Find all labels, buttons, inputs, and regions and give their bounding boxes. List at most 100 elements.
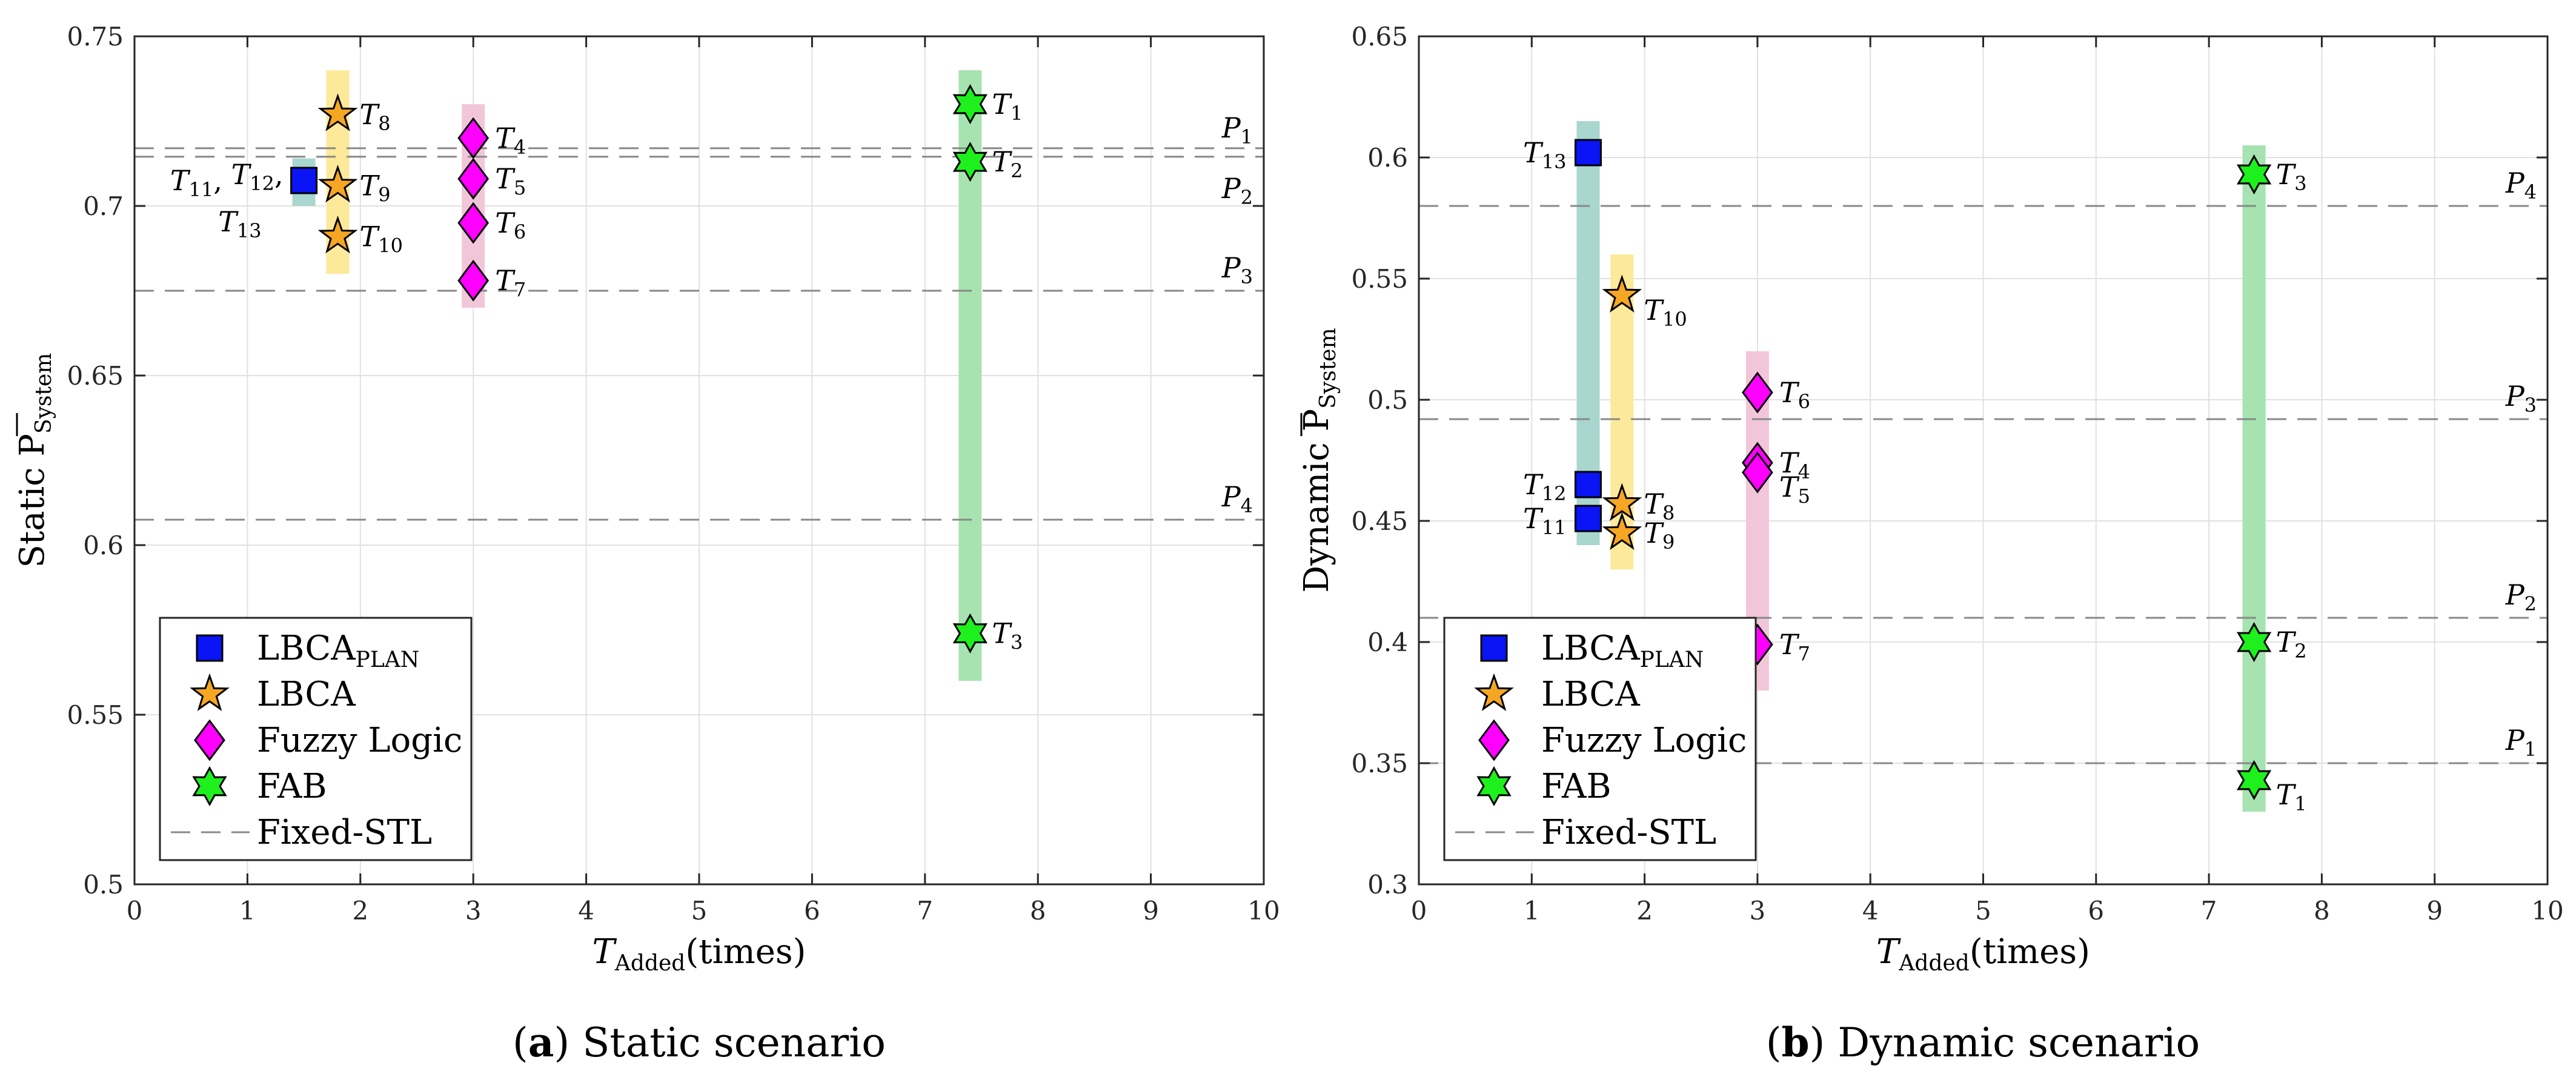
dynamic-point-lbca_plan-13 [1574, 139, 1602, 167]
dynamic-point-label-T8: T8 [1644, 488, 1675, 525]
dynamic-ytick-label-2: 0.4 [1367, 628, 1408, 657]
static-group-label-T11-T12: T11, T12, [170, 158, 284, 201]
static-point-fuzzy-4 [457, 117, 490, 159]
static-point-fuzzy-7 [457, 259, 490, 302]
static-legend-marker-fab [192, 766, 227, 807]
static-legend-label-lbca: LBCA [257, 675, 356, 714]
dynamic-xtick-label-0: 0 [1411, 896, 1427, 926]
dynamic-fixed-stl-label-3: P3 [2505, 380, 2537, 417]
dynamic-point-label-T11: T11 [1523, 502, 1566, 539]
dynamic-point-lbca-10 [1602, 274, 1642, 313]
dynamic-point-label-T9: T9 [1644, 517, 1675, 554]
dynamic-point-lbca-8 [1602, 483, 1642, 522]
static-xtick-label-4: 4 [578, 896, 594, 926]
static-legend-marker-fuzzy [194, 719, 225, 761]
static-ytick-label-2: 0.6 [83, 531, 124, 560]
dynamic-legend-marker-lbca_plan [1480, 634, 1508, 662]
static-ytick-label-3: 0.65 [67, 361, 124, 391]
dynamic-caption: (b) Dynamic scenario [1766, 1019, 2200, 1066]
dynamic-ytick-label-3: 0.45 [1351, 506, 1408, 536]
static-ytick-label-4: 0.7 [83, 191, 124, 221]
static-xtick-label-8: 8 [1030, 896, 1046, 926]
dynamic-ytick-label-6: 0.6 [1367, 143, 1408, 173]
static-point-label-T4: T4 [495, 122, 526, 159]
dynamic-ytick-label-7: 0.65 [1351, 22, 1408, 51]
dynamic-point-lbca_plan-12 [1574, 471, 1602, 498]
dynamic-point-lbca_plan-11 [1574, 505, 1602, 532]
static-caption: (a) Static scenario [513, 1019, 886, 1066]
dynamic-legend-label-fuzzy: Fuzzy Logic [1541, 721, 1747, 760]
static-ylabel: Static PSystem [13, 353, 56, 568]
static-scenario-chart: P1 P2 P3 P4 0 1 2 3 4 5 6 7 8 9 10 0.5 0.55 0.6 0.65 0.7 0.7… [13, 22, 1280, 1066]
dynamic-xtick-label-10: 10 [2531, 896, 2563, 926]
dynamic-xlabel: TAdded(times) [1876, 932, 2090, 976]
static-point-fab-3 [952, 613, 988, 654]
static-point-label-T2: T2 [992, 145, 1023, 182]
static-point-lbca-10 [317, 215, 358, 254]
static-point-label-T10: T10 [360, 220, 403, 257]
static-group-label-T13: T13 [218, 205, 261, 242]
static-point-label-T6: T6 [495, 207, 526, 243]
static-ytick-label-0: 0.5 [83, 870, 124, 899]
static-point-fab-2 [952, 142, 988, 182]
static-xtick-label-9: 9 [1143, 896, 1159, 926]
dynamic-legend-label-fab: FAB [1541, 767, 1612, 806]
dynamic-point-label-T3: T3 [2276, 158, 2307, 195]
static-point-label-T1: T1 [992, 88, 1023, 125]
static-legend-label-lbca_plan: LBCAPLAN [257, 629, 419, 672]
dynamic-point-label-T1: T1 [2276, 778, 2307, 815]
static-point-fuzzy-5 [457, 157, 490, 200]
static-fixed-stl-label-3: P3 [1221, 251, 1253, 288]
static-legend-marker-lbca [190, 673, 230, 712]
dynamic-ytick-label-5: 0.55 [1351, 264, 1408, 294]
static-fixed-stl-label-1: P1 [1221, 111, 1253, 148]
dynamic-point-fab-3 [2236, 154, 2272, 195]
dynamic-fixed-stl-label-4: P4 [2505, 167, 2537, 204]
dynamic-legend-marker-lbca [1474, 673, 1514, 712]
static-point-label-T7: T7 [495, 264, 526, 301]
dynamic-point-label-T13: T13 [1523, 136, 1566, 173]
dynamic-fixed-stl-label-1: P1 [2505, 724, 2537, 761]
dynamic-point-label-T5: T5 [1779, 471, 1810, 508]
dynamic-fixed-stl-label-2: P2 [2505, 578, 2537, 615]
static-fixed-stl-label-2: P2 [1221, 172, 1253, 209]
dynamic-point-fuzzy-5 [1742, 451, 1773, 494]
dynamic-band-fab [2242, 145, 2266, 812]
static-point-lbca-9 [317, 164, 358, 203]
dynamic-xtick-label-9: 9 [2426, 896, 2443, 926]
static-legend-marker-lbca_plan [196, 634, 224, 662]
dynamic-xtick-label-2: 2 [1636, 896, 1653, 926]
dynamic-xtick-label-5: 5 [1975, 896, 1991, 926]
static-xtick-label-7: 7 [917, 896, 933, 926]
static-point-fab-1 [952, 84, 988, 125]
dynamic-legend-label-lbca_plan: LBCAPLAN [1541, 629, 1704, 672]
static-xtick-label-0: 0 [127, 896, 143, 926]
dynamic-point-label-T6: T6 [1779, 376, 1810, 413]
dynamic-point-lbca-9 [1602, 512, 1642, 551]
dynamic-xtick-label-3: 3 [1750, 896, 1766, 926]
static-point-label-T3: T3 [992, 617, 1023, 654]
dynamic-point-label-T4: T4 [1779, 446, 1810, 483]
static-ytick-label-5: 0.75 [67, 22, 124, 51]
dynamic-xtick-label-8: 8 [2314, 896, 2330, 926]
static-ytick-label-1: 0.55 [67, 700, 124, 730]
static-xtick-label-3: 3 [465, 896, 482, 926]
static-point-lbca-8 [317, 93, 358, 131]
dynamic-point-label-T2: T2 [2276, 626, 2307, 663]
static-xtick-label-6: 6 [804, 896, 820, 926]
dynamic-legend-marker-fuzzy [1478, 719, 1510, 761]
dynamic-ytick-label-1: 0.35 [1351, 749, 1408, 778]
dynamic-ylabel: Dynamic PSystem [1297, 328, 1341, 592]
dynamic-xtick-label-6: 6 [2088, 896, 2104, 926]
static-xlabel: TAdded(times) [593, 932, 806, 976]
dynamic-legend-label-lbca: LBCA [1541, 675, 1640, 714]
static-point-lbca_plan-0 [290, 167, 318, 194]
dynamic-point-label-T7: T7 [1779, 628, 1810, 665]
static-point-label-T5: T5 [495, 162, 526, 199]
dynamic-point-fab-2 [2236, 621, 2272, 663]
